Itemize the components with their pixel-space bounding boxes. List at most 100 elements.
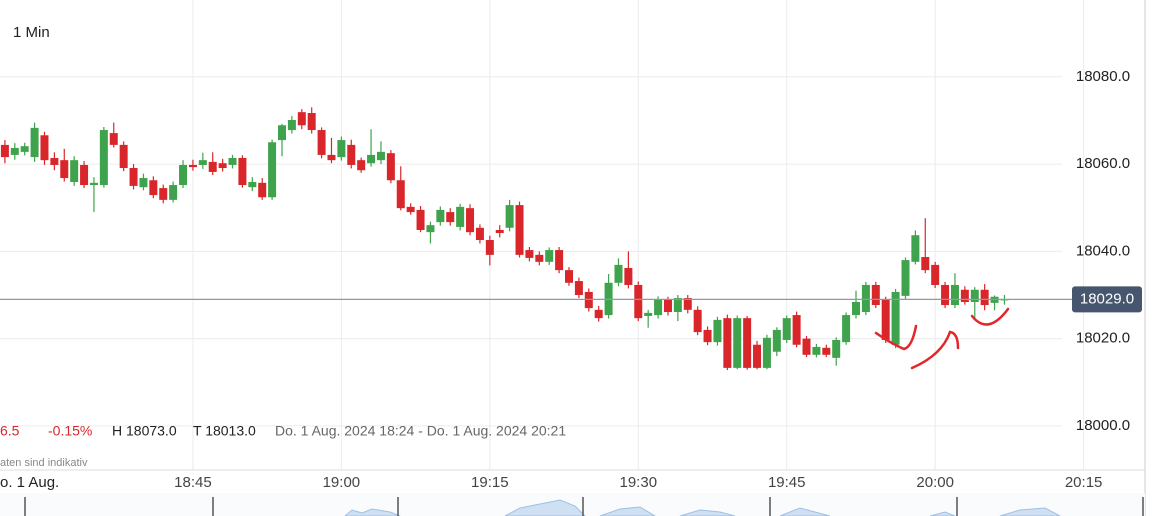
y-tick-label: 18060.0 bbox=[1076, 155, 1130, 172]
candle-body bbox=[30, 127, 39, 158]
session-high: H 18073.0 bbox=[112, 423, 177, 439]
candle-body bbox=[852, 301, 860, 316]
grid bbox=[0, 0, 1085, 470]
candle-body bbox=[891, 291, 900, 345]
candle-body bbox=[337, 140, 346, 158]
annotation-stroke bbox=[910, 330, 960, 370]
x-tick-label: 18:45 bbox=[174, 474, 212, 491]
interval-label[interactable]: 1 Min bbox=[13, 24, 50, 41]
candle-body bbox=[179, 164, 188, 186]
candle-body bbox=[921, 257, 930, 271]
candle-body bbox=[832, 339, 841, 358]
candle-body bbox=[70, 160, 79, 182]
y-tick-label: 18040.0 bbox=[1076, 242, 1130, 259]
candle-body bbox=[317, 130, 326, 155]
x-tick-label: 19:00 bbox=[323, 474, 361, 491]
candle-body bbox=[376, 151, 385, 161]
candle-body bbox=[198, 160, 207, 165]
candle-body bbox=[426, 225, 435, 233]
candle-body bbox=[456, 206, 465, 227]
candle-body bbox=[713, 319, 722, 343]
candle-body bbox=[248, 181, 257, 188]
candle-body bbox=[911, 235, 920, 262]
candle-body bbox=[762, 337, 771, 368]
candle-body bbox=[416, 209, 425, 230]
candle-body bbox=[367, 154, 376, 164]
candle-body bbox=[347, 144, 356, 165]
candle-body bbox=[743, 318, 752, 368]
candle-body bbox=[901, 260, 910, 296]
candle-body bbox=[40, 135, 49, 161]
candle-body bbox=[574, 281, 583, 296]
candle-body bbox=[792, 315, 801, 345]
candle-body bbox=[139, 178, 148, 188]
candle-body bbox=[238, 157, 247, 186]
candle-body bbox=[673, 298, 682, 313]
candle-body bbox=[119, 144, 128, 169]
y-tick-label: 18020.0 bbox=[1076, 330, 1130, 347]
candle-body bbox=[149, 180, 158, 196]
navigator bbox=[0, 493, 1145, 516]
candle-body bbox=[822, 347, 831, 355]
candle-body bbox=[159, 188, 168, 200]
last-price-label: 18029.0 bbox=[1080, 290, 1134, 307]
candle-body bbox=[20, 146, 29, 152]
disclaimer: aten sind indikativ bbox=[0, 457, 88, 469]
candle-body bbox=[772, 329, 781, 352]
annotations bbox=[874, 307, 1010, 370]
candle-body bbox=[99, 130, 108, 186]
candle-body bbox=[960, 289, 969, 302]
candle-body bbox=[594, 309, 603, 319]
candle-body bbox=[436, 209, 445, 223]
candle-body bbox=[218, 163, 227, 169]
candle-body bbox=[733, 318, 742, 368]
candle-body bbox=[505, 205, 514, 228]
date-range: Do. 1 Aug. 2024 18:24 - Do. 1 Aug. 2024 … bbox=[275, 423, 566, 439]
x-tick-label: 20:00 bbox=[916, 474, 954, 491]
candle-body bbox=[10, 147, 19, 155]
candle-body bbox=[654, 299, 663, 316]
change-pct: -0.15% bbox=[48, 423, 92, 439]
candle-body bbox=[525, 250, 534, 258]
candle-body bbox=[406, 206, 415, 213]
candle-body bbox=[268, 142, 277, 198]
candle-body bbox=[446, 212, 455, 223]
candle-body bbox=[812, 346, 821, 355]
candle-body bbox=[386, 153, 395, 181]
x-tick-label: 19:45 bbox=[768, 474, 806, 491]
candle-body bbox=[545, 250, 554, 262]
candle-body bbox=[584, 291, 593, 309]
candle-body bbox=[228, 157, 237, 165]
candle-body bbox=[842, 315, 851, 343]
candle-body bbox=[970, 289, 979, 302]
candle-body bbox=[693, 309, 702, 333]
y-tick-label: 18080.0 bbox=[1076, 68, 1130, 85]
candle-body bbox=[931, 264, 940, 285]
candle-body bbox=[782, 318, 791, 340]
candle-body bbox=[278, 125, 286, 141]
candle-body bbox=[950, 284, 959, 306]
candle-body bbox=[881, 299, 890, 340]
annotation-stroke bbox=[874, 324, 918, 351]
candle-body bbox=[188, 164, 197, 168]
candle-body bbox=[802, 338, 811, 355]
x-tick-label: 20:15 bbox=[1065, 474, 1103, 491]
candle-body bbox=[535, 254, 544, 262]
candle-body bbox=[258, 182, 267, 198]
candle-body bbox=[703, 329, 712, 343]
candle-body bbox=[565, 270, 573, 283]
candle-body bbox=[129, 168, 138, 186]
candle-body bbox=[495, 229, 504, 234]
candle-body bbox=[683, 298, 692, 310]
candle-body bbox=[634, 284, 643, 319]
date-label: o. 1 Aug. bbox=[0, 474, 59, 491]
x-tick-label: 19:30 bbox=[620, 474, 658, 491]
last-price-tag bbox=[1072, 286, 1142, 313]
candle-body bbox=[327, 154, 336, 161]
session-low: T 18013.0 bbox=[193, 423, 256, 439]
candle-body bbox=[515, 205, 524, 255]
candles bbox=[0, 107, 1009, 371]
candle-body bbox=[624, 267, 633, 285]
